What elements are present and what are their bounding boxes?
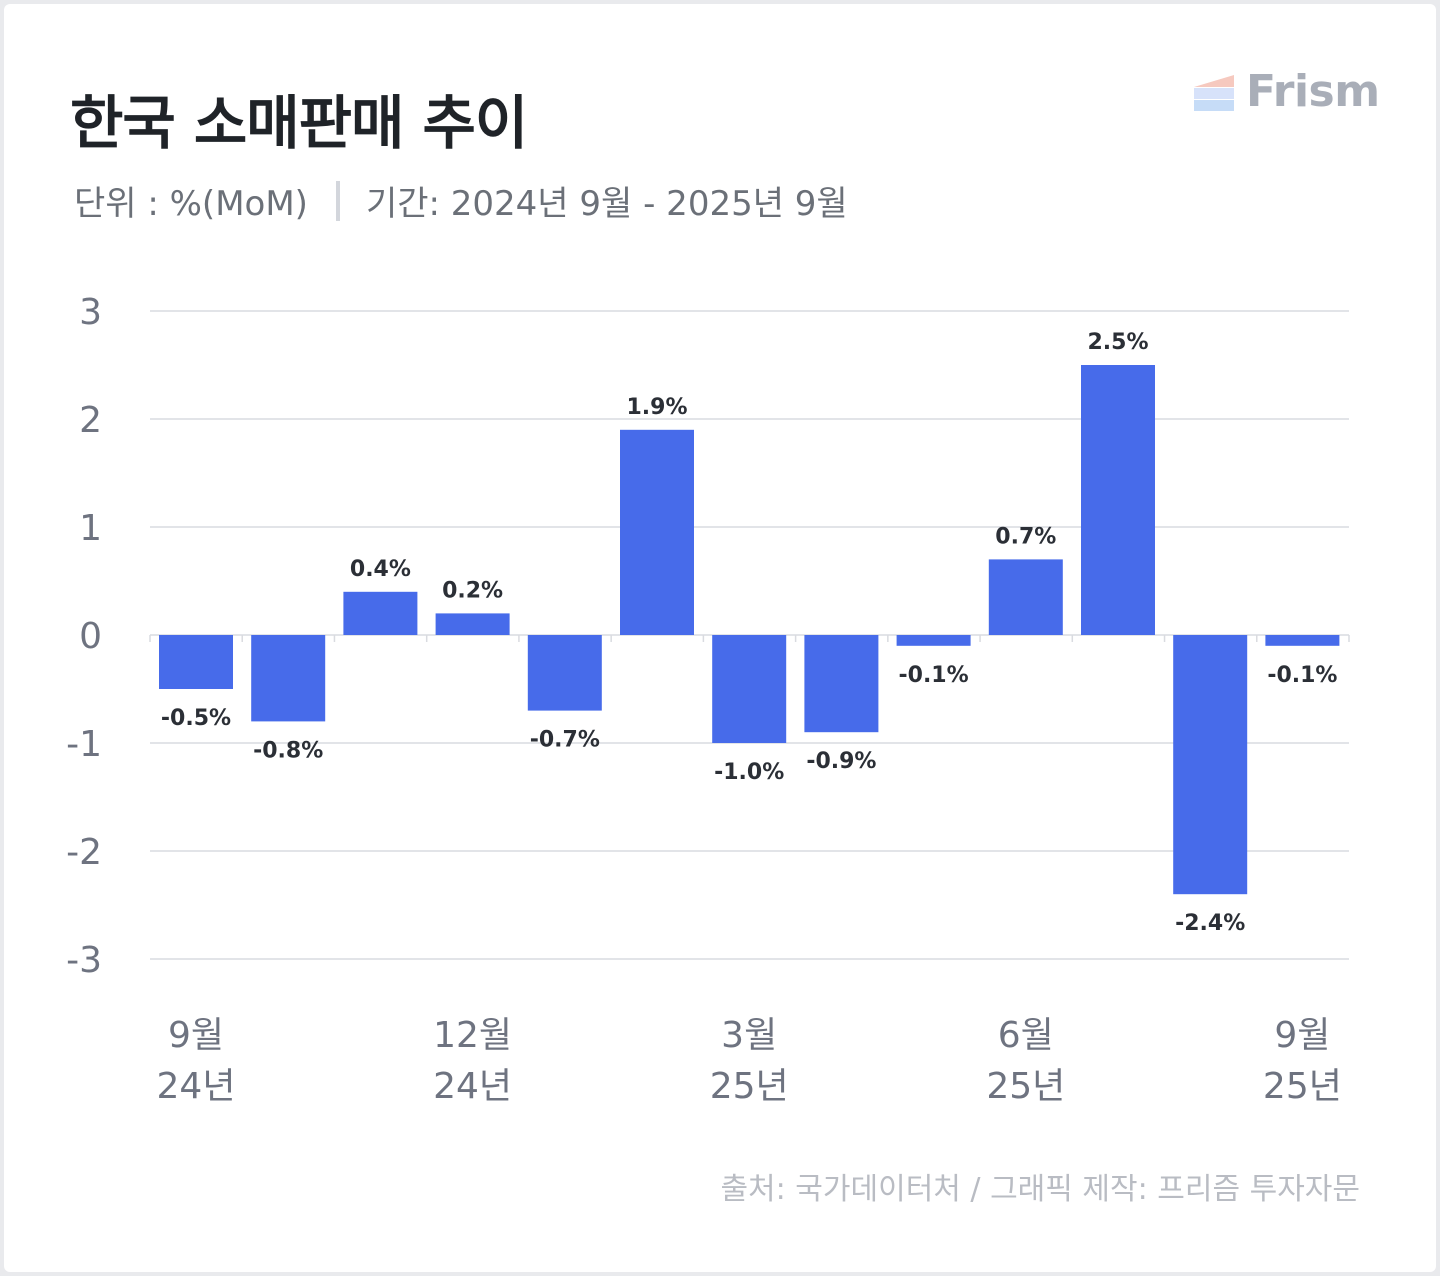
chart-subtitle: 단위 : %(MoM) 기간: 2024년 9월 - 2025년 9월: [74, 176, 848, 225]
data-label: -1.0%: [714, 760, 784, 785]
data-label: 0.2%: [442, 578, 503, 603]
data-label: -0.1%: [1267, 663, 1337, 688]
bar: [712, 635, 787, 743]
data-label: -0.7%: [530, 728, 600, 753]
bar: [159, 635, 233, 689]
data-label: -0.9%: [806, 749, 876, 774]
data-label: 0.4%: [350, 557, 411, 582]
y-tick-label: 0: [79, 616, 102, 657]
bar: [527, 635, 602, 711]
data-label: -0.8%: [253, 738, 323, 763]
bar: [620, 429, 694, 635]
source-note: 출처: 국가데이터처 / 그래픽 제작: 프리즘 투자자문: [720, 1172, 1360, 1207]
x-tick-label-year: 24년: [433, 1066, 512, 1107]
y-tick-label: 2: [79, 400, 102, 441]
data-label: 2.5%: [1087, 330, 1148, 355]
x-tick-label-month: 9월: [1274, 1015, 1330, 1056]
x-tick-label-month: 12월: [433, 1015, 512, 1056]
data-label: 0.7%: [995, 524, 1056, 549]
x-tick-label-month: 6월: [998, 1015, 1054, 1056]
subtitle-divider: [335, 180, 340, 221]
bar: [435, 613, 510, 635]
bar: [251, 635, 326, 722]
bar: [1081, 365, 1155, 635]
x-tick-label-month: 9월: [168, 1015, 224, 1056]
bar: [804, 635, 879, 733]
x-tick-label-year: 25년: [1263, 1066, 1342, 1107]
x-tick-label-month: 3월: [721, 1015, 777, 1056]
frism-logo: Frism: [1194, 66, 1380, 117]
y-tick-label: 1: [79, 508, 102, 549]
bar: [1265, 635, 1340, 646]
x-tick-label-year: 25년: [710, 1066, 789, 1107]
data-label: -2.4%: [1175, 911, 1245, 936]
data-label: 1.9%: [626, 395, 687, 420]
x-tick-label-year: 25년: [986, 1066, 1065, 1107]
y-tick-label: -2: [66, 832, 102, 873]
y-tick-label: -3: [66, 940, 102, 981]
frism-logo-icon: [1194, 74, 1234, 111]
bar: [343, 591, 418, 635]
period-label: 기간: 2024년 9월 - 2025년 9월: [365, 184, 848, 224]
x-tick-label-year: 24년: [157, 1066, 236, 1107]
bar: [1173, 635, 1248, 895]
bar: [988, 559, 1063, 635]
data-label: -0.1%: [899, 663, 969, 688]
y-tick-label: -1: [66, 724, 102, 765]
unit-label: 단위 : %(MoM): [74, 184, 308, 224]
bar: [896, 635, 971, 646]
data-label: -0.5%: [161, 706, 231, 731]
chart-title: 한국 소매판매 추이: [70, 89, 528, 157]
brand-name: Frism: [1246, 66, 1380, 117]
y-tick-label: 3: [79, 292, 102, 333]
